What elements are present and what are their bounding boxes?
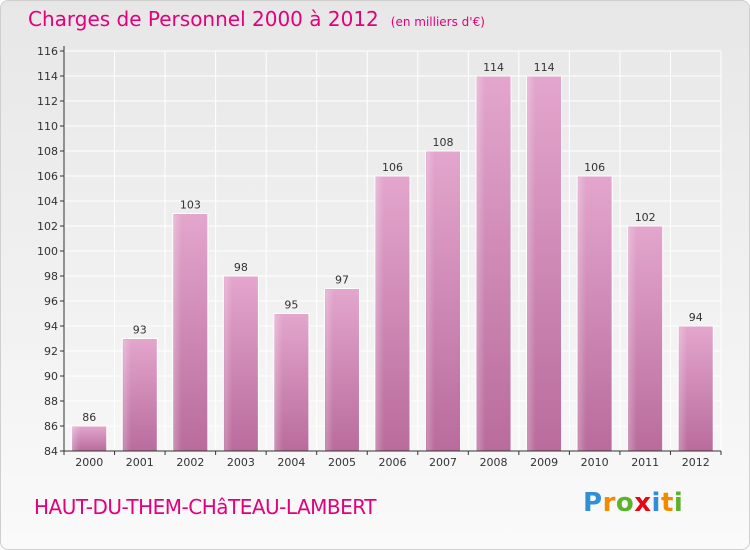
- x-tick-label: 2008: [480, 456, 508, 469]
- bar-highlight: [224, 277, 233, 451]
- y-tick-label: 114: [37, 70, 58, 83]
- logo-letter: r: [602, 488, 616, 518]
- data-label: 103: [180, 199, 201, 212]
- y-tick-label: 106: [37, 170, 58, 183]
- logo-letter: i: [673, 488, 684, 518]
- chart-title: Charges de Personnel 2000 à 2012 (en mill…: [28, 7, 485, 31]
- y-tick-label: 102: [37, 220, 58, 233]
- data-label: 114: [534, 61, 555, 74]
- logo-letter: P: [583, 488, 603, 518]
- x-tick-label: 2004: [277, 456, 305, 469]
- logo-letter: x: [634, 488, 652, 518]
- y-tick-label: 92: [44, 345, 58, 358]
- x-tick-label: 2001: [126, 456, 154, 469]
- y-tick-label: 116: [37, 45, 58, 58]
- x-tick-label: 2002: [176, 456, 204, 469]
- bar-highlight: [527, 77, 536, 451]
- y-tick-label: 98: [44, 270, 58, 283]
- bar-highlight: [426, 152, 435, 451]
- bar-highlight: [274, 314, 283, 451]
- data-label: 97: [335, 274, 349, 287]
- bar-highlight: [679, 327, 688, 451]
- y-tick-label: 112: [37, 95, 58, 108]
- x-tick-label: 2003: [227, 456, 255, 469]
- logo-letter: i: [651, 488, 661, 518]
- commune-name: HAUT-DU-THEM-CHâTEAU-LAMBERT: [34, 495, 376, 519]
- y-tick-label: 104: [37, 195, 58, 208]
- x-tick-label: 2012: [682, 456, 710, 469]
- data-label: 102: [635, 211, 656, 224]
- data-label: 94: [689, 311, 703, 324]
- y-tick-label: 84: [44, 445, 58, 458]
- chart-subtitle: (en milliers d'€): [390, 15, 485, 29]
- bar-highlight: [72, 427, 81, 451]
- y-tick-label: 88: [44, 395, 58, 408]
- x-tick-label: 2010: [581, 456, 609, 469]
- x-tick-label: 2005: [328, 456, 356, 469]
- data-label: 95: [284, 299, 298, 312]
- y-tick-label: 94: [44, 320, 58, 333]
- data-label: 86: [82, 411, 96, 424]
- bar-highlight: [477, 77, 486, 451]
- data-label: 106: [584, 161, 605, 174]
- x-tick-label: 2007: [429, 456, 457, 469]
- bar-highlight: [173, 214, 182, 451]
- proxiti-logo: Proxiti: [583, 488, 683, 518]
- y-tick-label: 110: [37, 120, 58, 133]
- chart-title-text: Charges de Personnel 2000 à 2012: [28, 7, 379, 31]
- data-label: 98: [234, 261, 248, 274]
- logo-letter: o: [615, 488, 635, 518]
- x-tick-label: 2011: [631, 456, 659, 469]
- x-tick-label: 2006: [379, 456, 407, 469]
- x-tick-label: 2009: [530, 456, 558, 469]
- bar-highlight: [325, 289, 334, 451]
- y-tick-label: 90: [44, 370, 58, 383]
- data-label: 106: [382, 161, 403, 174]
- y-tick-label: 100: [37, 245, 58, 258]
- logo-letter: t: [660, 488, 674, 518]
- bar-highlight: [578, 177, 587, 451]
- data-label: 108: [433, 136, 454, 149]
- y-tick-label: 86: [44, 420, 58, 433]
- data-label: 93: [133, 324, 147, 337]
- x-tick-label: 2000: [75, 456, 103, 469]
- data-label: 114: [483, 61, 504, 74]
- bar-highlight: [123, 339, 132, 451]
- y-tick-label: 96: [44, 295, 58, 308]
- bar-highlight: [628, 227, 637, 451]
- bar-highlight: [376, 177, 384, 451]
- y-tick-label: 108: [37, 145, 58, 158]
